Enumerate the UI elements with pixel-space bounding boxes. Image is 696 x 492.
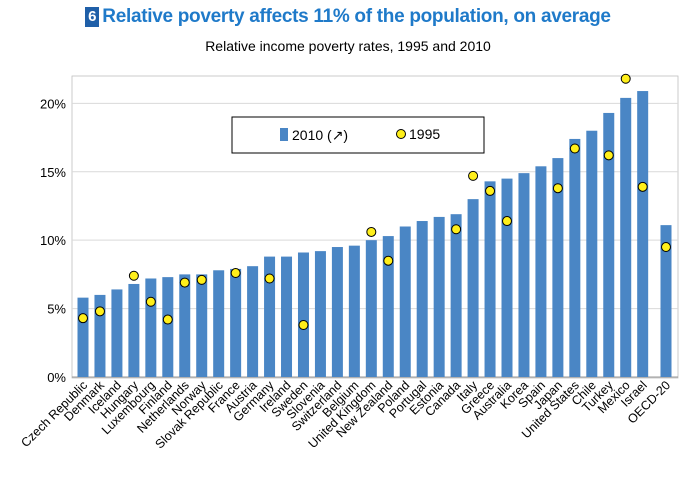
bar-2010 xyxy=(297,252,309,377)
bar-2010 xyxy=(660,225,672,377)
marker-1995 xyxy=(179,277,190,288)
bar-2010 xyxy=(484,181,496,377)
bar-2010 xyxy=(365,240,377,377)
marker-1995 xyxy=(264,273,275,284)
figure-title: Relative poverty affects 11% of the popu… xyxy=(102,6,611,27)
marker-1995 xyxy=(366,226,377,237)
bar-2010 xyxy=(162,277,174,377)
marker-1995 xyxy=(298,320,309,331)
figure-subtitle: Relative income poverty rates, 1995 and … xyxy=(205,38,491,54)
bar-2010 xyxy=(264,256,276,377)
plot-frame xyxy=(71,75,679,379)
marker-1995 xyxy=(468,170,479,181)
marker-1995 xyxy=(637,181,648,192)
bar-2010 xyxy=(230,268,242,377)
marker-1995 xyxy=(485,185,496,196)
bar-2010 xyxy=(145,278,157,377)
legend-swatch-1995 xyxy=(396,129,406,139)
marker-1995 xyxy=(620,73,631,84)
legend-swatch-2010 xyxy=(280,128,288,141)
bar-2010 xyxy=(467,199,479,377)
bar-2010 xyxy=(535,166,547,377)
marker-1995 xyxy=(661,242,671,253)
marker-series-1995 xyxy=(78,73,671,331)
bar-2010 xyxy=(552,158,564,377)
bar-2010 xyxy=(196,274,208,377)
bar-2010 xyxy=(314,251,326,377)
legend: 2010 (↗) 1995 xyxy=(231,116,485,154)
marker-1995 xyxy=(502,216,512,227)
bar-2010 xyxy=(77,297,89,377)
marker-1995 xyxy=(451,224,462,235)
bar-2010 xyxy=(213,270,225,377)
marker-1995 xyxy=(94,306,105,317)
y-axis-ticks: 0% 5% 10% 15% 20% xyxy=(40,96,66,385)
marker-1995 xyxy=(230,268,241,279)
marker-1995 xyxy=(145,296,156,307)
y-tick-label: 15% xyxy=(40,165,66,180)
bar-series-2010 xyxy=(77,91,672,378)
bar-2010 xyxy=(111,289,123,377)
marker-1995 xyxy=(603,150,614,161)
x-axis-labels: Czech RepublicDenmarkIcelandHungaryLuxem… xyxy=(18,378,673,452)
bar-2010 xyxy=(450,214,462,377)
legend-label-2010: 2010 (↗) xyxy=(292,127,348,143)
bar-2010 xyxy=(399,226,411,377)
legend-label-1995: 1995 xyxy=(409,126,440,142)
bar-2010 xyxy=(348,245,360,377)
bar-2010 xyxy=(94,294,106,377)
bar-2010 xyxy=(128,283,140,377)
figure-number-badge: 6 xyxy=(85,7,100,27)
y-tick-label: 10% xyxy=(40,233,66,248)
legend-box xyxy=(231,116,485,154)
bar-2010 xyxy=(382,236,394,377)
figure-title-row: 6 Relative poverty affects 11% of the pop… xyxy=(0,6,696,28)
bar-2010 xyxy=(416,221,428,377)
y-tick-label: 0% xyxy=(47,370,66,385)
bar-2010 xyxy=(569,138,581,377)
marker-1995 xyxy=(196,274,207,285)
bar-2010 xyxy=(501,178,513,377)
bar-2010 xyxy=(518,173,530,377)
marker-1995 xyxy=(78,313,88,324)
bar-2010 xyxy=(433,216,445,377)
bar-2010 xyxy=(281,256,293,377)
y-tick-label: 20% xyxy=(40,96,66,111)
bar-2010 xyxy=(620,97,632,378)
y-tick-label: 5% xyxy=(47,302,66,317)
bar-2010 xyxy=(179,274,191,377)
marker-1995 xyxy=(162,314,173,325)
bar-2010 xyxy=(247,266,259,377)
bar-2010 xyxy=(603,112,615,377)
bar-2010 xyxy=(331,247,343,377)
marker-1995 xyxy=(552,183,563,194)
marker-1995 xyxy=(383,255,394,266)
bar-2010 xyxy=(637,91,649,378)
marker-1995 xyxy=(128,270,139,281)
bar-2010 xyxy=(586,130,598,377)
marker-1995 xyxy=(569,143,580,154)
